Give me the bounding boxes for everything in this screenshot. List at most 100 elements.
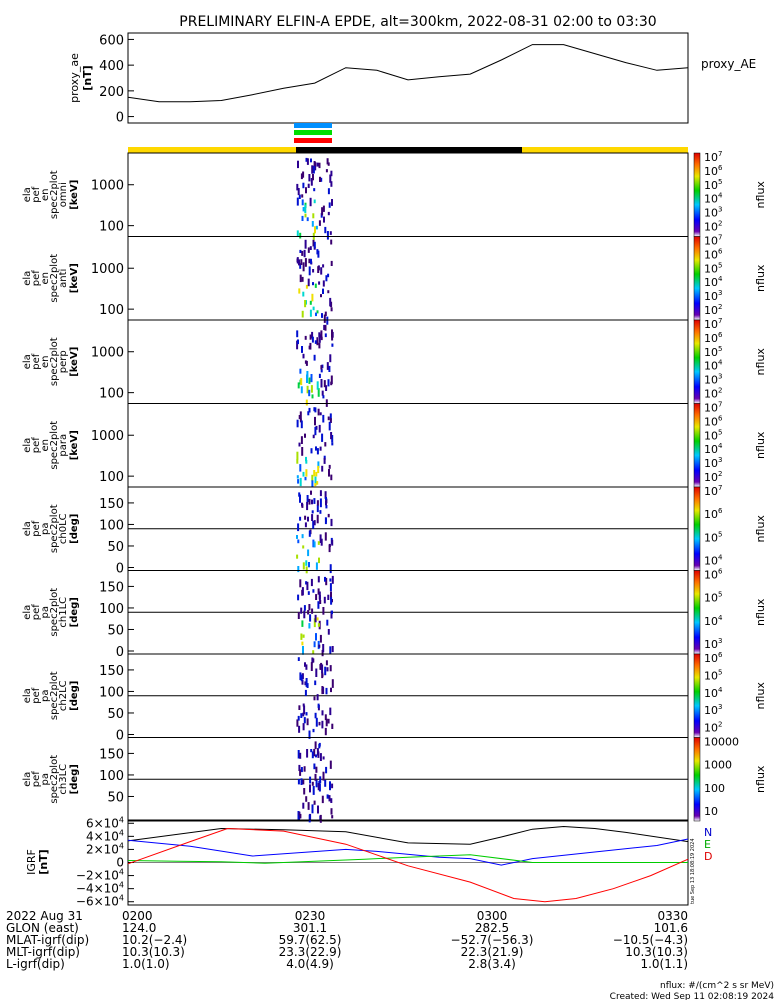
spectrogram-pixel <box>296 257 299 264</box>
footer-row: MLAT-igrf(dip) 10.2(−2.4) 59.7(62.5) −52.7(… <box>6 933 688 947</box>
spectrogram-pixel <box>305 560 308 566</box>
cb-base: 10 <box>704 687 718 700</box>
spectrogram-pixel <box>317 408 320 416</box>
spectrogram-pixel <box>304 204 307 213</box>
colorbar <box>693 236 701 321</box>
spectrogram-pixel <box>324 666 327 676</box>
spectrogram-pixel <box>303 249 306 258</box>
colorbar-label: nflux <box>754 181 767 209</box>
panel-ylabel-line: spec2plot <box>49 170 60 219</box>
cb-exp: 7 <box>718 484 722 492</box>
spectrogram-pixel <box>313 618 316 628</box>
spectrogram-pixel <box>329 297 332 307</box>
colorbar-label: nflux <box>754 765 767 793</box>
igrf-tick-label: 6×104 <box>86 815 124 830</box>
y-tick-label: 150 <box>99 497 124 512</box>
spectrogram-pixel <box>327 594 330 600</box>
colorbar-tick-label: 103 <box>704 456 722 470</box>
colorbar-tick-label: 106 <box>704 651 723 665</box>
panel-ylabel-line: en <box>40 356 51 369</box>
panel-ylabel-line: ch0LC <box>58 513 69 544</box>
spectrogram-pixel <box>312 306 315 311</box>
spectrogram-pixel <box>305 460 308 464</box>
spectrogram-pixel <box>331 539 334 546</box>
spectrogram-pixel <box>331 610 333 615</box>
igrf-side-label: tue Sep 13 18:08:19 2024 <box>690 838 696 904</box>
igrf-tick-base: 6×10 <box>86 816 119 830</box>
cb-exp: 7 <box>718 317 722 325</box>
spectrogram-pixel <box>317 805 319 814</box>
spectrogram-pixel <box>304 300 307 308</box>
spectrogram-pixel <box>297 715 300 721</box>
spectrogram-pixel <box>316 337 319 346</box>
spectrogram-pixel <box>303 610 306 619</box>
cb-exp: 7 <box>718 150 722 158</box>
spectrogram-pixel <box>330 687 332 693</box>
cb-base: 10 <box>704 485 718 498</box>
spectrogram-pixel <box>300 386 303 394</box>
spectrogram-pixel <box>305 712 308 716</box>
igrf-yunit: [nT] <box>37 849 50 874</box>
spectrogram-pixel <box>317 601 320 609</box>
ae-frame <box>127 32 689 124</box>
spectrogram-pixel <box>313 241 316 249</box>
spectrogram-pixel <box>296 330 299 338</box>
spectrogram-pixel <box>321 465 324 472</box>
spectrogram-pixel <box>321 649 324 657</box>
spectrogram-pixel <box>331 343 334 347</box>
spectrogram-pixel <box>308 266 311 276</box>
y-tick-label: 0 <box>116 645 124 660</box>
spectrogram-data <box>296 324 334 407</box>
spectrogram-pixel <box>326 158 329 165</box>
spectrogram-pixel <box>318 644 321 648</box>
spectrogram-pixel <box>310 749 313 753</box>
spectrogram-pixel <box>315 766 318 773</box>
spectrogram-pixel <box>298 194 301 199</box>
spectrogram-pixel <box>330 474 333 481</box>
spectrogram-pixel <box>307 610 310 615</box>
igrf-series-d <box>127 854 688 864</box>
spectrogram-pixel <box>308 258 311 264</box>
spectrogram-pixel <box>302 780 305 785</box>
colorbar-tick-label: 103 <box>704 373 722 387</box>
spectrogram-pixel <box>312 269 315 273</box>
spectrogram-pixel <box>327 273 330 278</box>
spectrogram-pixel <box>306 158 309 165</box>
spectrogram-pixel <box>311 781 314 786</box>
spectrogram-pixel <box>317 541 320 545</box>
spectrogram-pixel <box>315 779 318 788</box>
spectrogram-pixel <box>320 267 323 275</box>
spectrogram-pixel <box>326 231 329 240</box>
cb-exp: 2 <box>718 721 722 729</box>
colorbar-tick-label: 106 <box>704 331 723 345</box>
orbit-bar-yellow-right <box>522 147 688 153</box>
colorbar-tick-label: 107 <box>704 234 722 248</box>
cb-base: 10 <box>704 165 718 178</box>
spectrogram-pixel <box>317 465 320 474</box>
y-tick-label: 100 <box>99 685 124 700</box>
colorbar-tick-label: 102 <box>704 220 722 234</box>
igrf-tick-label: −6×104 <box>76 894 124 909</box>
colorbar-tick-label: 106 <box>704 247 723 261</box>
colorbar-tick-label: 106 <box>704 164 723 178</box>
y-tick-label: 1000 <box>91 346 124 361</box>
spectrogram-pixel <box>320 336 323 341</box>
cb-base: 10 <box>704 638 718 651</box>
spectrogram-pixel <box>297 523 300 532</box>
igrf-series <box>127 825 689 903</box>
colorbar-tick-label: 104 <box>704 686 723 700</box>
spectrogram-pixel <box>331 679 334 688</box>
spectrogram-pixel <box>330 307 333 312</box>
spectrogram-pixel <box>299 464 302 472</box>
spectrogram-pixel <box>317 250 320 258</box>
ae-legend: proxy_AE <box>701 57 756 71</box>
spectrogram-pixel <box>302 471 305 477</box>
colorbar-tick-label: 106 <box>704 507 723 521</box>
spectrogram-pixel <box>323 457 326 464</box>
spectrogram-pixel <box>306 495 309 502</box>
spectrogram-pixel <box>301 194 304 198</box>
footer-value: 0300 <box>477 909 508 923</box>
spectrogram-pixel <box>324 311 327 316</box>
